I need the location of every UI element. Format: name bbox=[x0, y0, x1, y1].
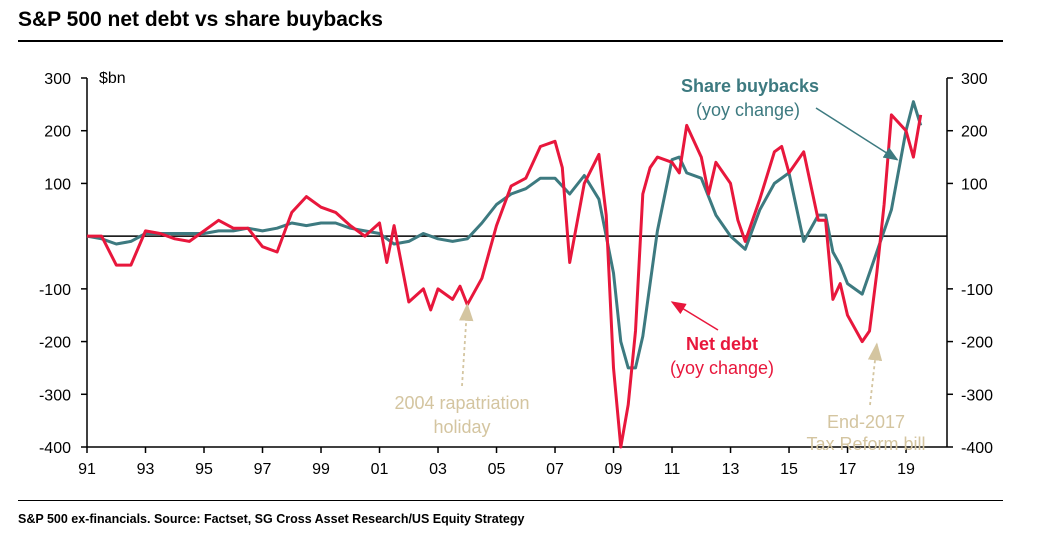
source-note: S&P 500 ex-financials. Source: Factset, … bbox=[18, 512, 525, 526]
y-tick-label-right: -200 bbox=[961, 335, 993, 352]
y-tick-label-left: -100 bbox=[39, 282, 71, 299]
annotation-2004-repatriation: 2004 rapatriation holiday bbox=[394, 302, 530, 437]
y-tick-label-left: 200 bbox=[44, 124, 71, 141]
y-tick-label-right: -100 bbox=[961, 282, 993, 299]
series-share-buybacks-line bbox=[86, 100, 923, 370]
annotation-share-buybacks: Share buybacks (yoy change) bbox=[681, 76, 899, 161]
y-axis-unit-label: $bn bbox=[99, 70, 126, 87]
annotation-net-debt-title: Net debt bbox=[686, 334, 758, 354]
y-tick-label-right: -300 bbox=[961, 387, 993, 404]
annotation-share-buybacks-subtitle: (yoy change) bbox=[696, 100, 800, 120]
x-tick-label: 05 bbox=[488, 461, 506, 478]
x-tick-label: 11 bbox=[664, 461, 681, 478]
annotation-tax-reform-subtitle: Tax Reform bill bbox=[806, 434, 925, 454]
x-tick-label: 95 bbox=[195, 461, 213, 478]
series-net-debt-line bbox=[87, 113, 923, 449]
y-tick-label-left: -400 bbox=[39, 440, 71, 457]
annotation-tax-reform-arrow bbox=[867, 342, 883, 406]
x-tick-label: 07 bbox=[546, 461, 564, 478]
chart-area: 300 300 200 200 100 100 -100 -100 -200 -200 -300 -3… bbox=[39, 70, 993, 478]
annotation-share-buybacks-arrow bbox=[815, 107, 899, 161]
y-tick-label-left: 100 bbox=[44, 176, 71, 193]
annotation-2004-repatriation-title: 2004 rapatriation bbox=[394, 393, 529, 413]
annotation-net-debt: Net debt (yoy change) bbox=[670, 301, 774, 378]
annotation-net-debt-subtitle: (yoy change) bbox=[670, 358, 774, 378]
annotation-tax-reform-title: End-2017 bbox=[827, 412, 905, 432]
annotation-2004-repatriation-arrow bbox=[459, 302, 474, 387]
x-tick-label: 09 bbox=[605, 461, 623, 478]
y-tick-label-left: 300 bbox=[44, 71, 71, 88]
x-tick-label: 15 bbox=[780, 461, 798, 478]
y-tick-label-left: -200 bbox=[39, 335, 71, 352]
y-tick-label-left: -300 bbox=[39, 387, 71, 404]
y-tick-label-right: 300 bbox=[961, 71, 988, 88]
y-tick-label-right: -400 bbox=[961, 440, 993, 457]
x-tick-label: 01 bbox=[371, 461, 389, 478]
x-tick-label: 19 bbox=[897, 461, 915, 478]
x-tick-label: 93 bbox=[137, 461, 155, 478]
annotation-net-debt-arrow bbox=[670, 301, 719, 331]
title-rule bbox=[18, 40, 1003, 42]
x-tick-label: 13 bbox=[722, 461, 740, 478]
x-tick-label: 03 bbox=[429, 461, 447, 478]
y-tick-label-right: 100 bbox=[961, 176, 988, 193]
annotation-tax-reform: End-2017 Tax Reform bill bbox=[806, 342, 926, 454]
x-tick-label: 97 bbox=[254, 461, 272, 478]
chart-title: S&P 500 net debt vs share buybacks bbox=[18, 8, 383, 31]
x-tick-label: 91 bbox=[78, 461, 96, 478]
x-tick-label: 99 bbox=[312, 461, 330, 478]
y-tick-label-right: 200 bbox=[961, 124, 988, 141]
annotation-share-buybacks-title: Share buybacks bbox=[681, 76, 819, 96]
annotation-2004-repatriation-subtitle: holiday bbox=[433, 417, 490, 437]
footer-rule bbox=[18, 500, 1003, 501]
x-tick-label: 17 bbox=[839, 461, 857, 478]
